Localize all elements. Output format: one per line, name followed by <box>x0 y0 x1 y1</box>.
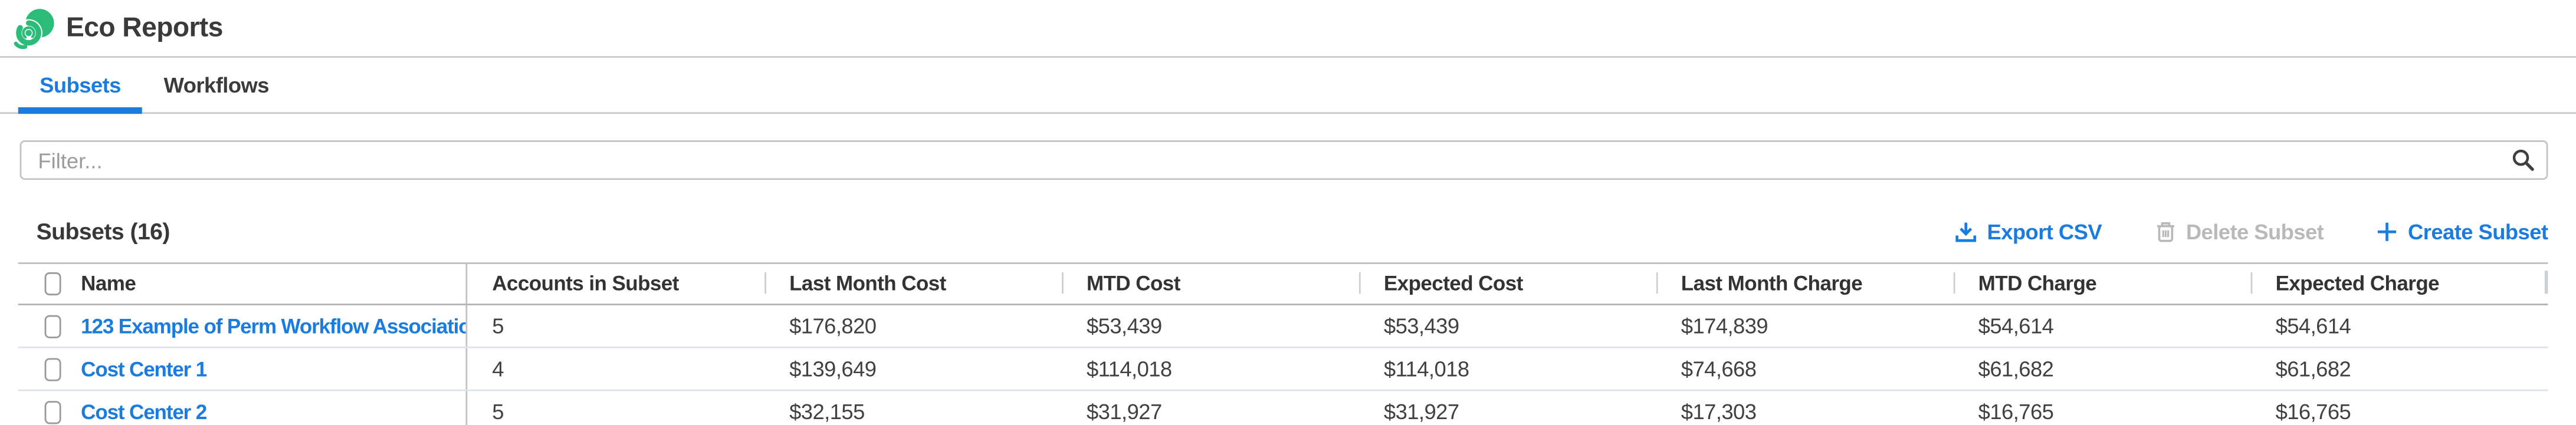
table-row: Cost Center 1 4 $139,649 $114,018 $114,0… <box>18 348 2548 391</box>
expected-charge-cell: $54,614 <box>2275 313 2351 338</box>
tab-bar: Subsets Workflows <box>0 58 2576 114</box>
expected-cost-cell: $114,018 <box>1383 356 1469 381</box>
column-header-accounts[interactable]: Accounts in Subset <box>492 272 679 296</box>
table-header-row: Name Accounts in Subset Last Month Cost … <box>18 263 2548 305</box>
column-header-last-month-charge[interactable]: Last Month Charge <box>1656 264 1954 304</box>
table-row: Cost Center 2 5 $32,155 $31,927 $31,927 … <box>18 391 2548 425</box>
accounts-cell: 5 <box>492 313 504 338</box>
mtd-cost-cell: $31,927 <box>1087 399 1162 424</box>
select-all-checkbox[interactable] <box>44 272 61 296</box>
subset-name-link[interactable]: Cost Center 2 <box>81 400 207 424</box>
name-cell: Cost Center 2 <box>18 391 468 425</box>
create-subset-button[interactable]: Create Subset <box>2377 219 2548 243</box>
expected-charge-cell: $16,765 <box>2275 399 2351 424</box>
subset-name-link[interactable]: 123 Example of Perm Workflow Association <box>81 314 468 338</box>
mtd-cost-cell: $53,439 <box>1087 313 1162 338</box>
expected-cost-cell: $53,439 <box>1383 313 1459 338</box>
brand-logo-icon <box>14 8 54 48</box>
last-month-charge-cell: $17,303 <box>1681 399 1757 424</box>
mtd-charge-cell: $61,682 <box>1978 356 2054 381</box>
subset-name-link[interactable]: Cost Center 1 <box>81 357 207 381</box>
search-icon[interactable] <box>2512 149 2535 172</box>
name-cell: 123 Example of Perm Workflow Association <box>18 305 468 347</box>
table-body: 123 Example of Perm Workflow Association… <box>18 305 2548 425</box>
app-header: Eco Reports <box>0 0 2576 58</box>
row-checkbox[interactable] <box>44 400 61 424</box>
accounts-cell: 4 <box>492 356 504 381</box>
mtd-cost-cell: $114,018 <box>1087 356 1172 381</box>
expected-cost-cell: $31,927 <box>1383 399 1459 424</box>
tab-workflows[interactable]: Workflows <box>163 73 270 98</box>
expected-charge-cell: $61,682 <box>2275 356 2351 381</box>
trash-icon <box>2157 221 2174 242</box>
mtd-charge-cell: $16,765 <box>1978 399 2054 424</box>
plus-icon <box>2378 222 2397 240</box>
filter-container <box>19 140 2548 180</box>
row-checkbox[interactable] <box>44 314 61 338</box>
column-header-name: Name <box>18 263 468 304</box>
table-row: 123 Example of Perm Workflow Association… <box>18 305 2548 348</box>
subsets-toolbar: Subsets (16) Export CSV <box>37 215 2548 248</box>
subsets-table: Name Accounts in Subset Last Month Cost … <box>18 262 2548 425</box>
download-icon <box>1956 222 1977 242</box>
page-title: Eco Reports <box>65 12 224 42</box>
name-cell: Cost Center 1 <box>18 348 468 390</box>
mtd-charge-cell: $54,614 <box>1978 313 2054 338</box>
accounts-cell: 5 <box>492 399 504 424</box>
last-month-cost-cell: $139,649 <box>789 356 877 381</box>
subsets-count-heading: Subsets (16) <box>36 218 170 245</box>
column-header-expected-charge[interactable]: Expected Charge <box>2250 264 2548 304</box>
column-header-mtd-cost[interactable]: MTD Cost <box>1062 264 1359 304</box>
last-month-charge-cell: $174,839 <box>1681 313 1768 338</box>
tab-subsets[interactable]: Subsets <box>18 58 143 114</box>
column-header-last-month-cost[interactable]: Last Month Cost <box>764 264 1062 304</box>
toolbar-actions: Export CSV Delete Subset Create <box>1955 219 2548 243</box>
column-header-mtd-charge[interactable]: MTD Charge <box>1953 264 2251 304</box>
delete-subset-button[interactable]: Delete Subset <box>2155 219 2324 243</box>
last-month-charge-cell: $74,668 <box>1681 356 1757 381</box>
row-checkbox[interactable] <box>44 357 61 381</box>
filter-input[interactable] <box>19 140 2548 180</box>
export-csv-button[interactable]: Export CSV <box>1955 219 2102 243</box>
last-month-cost-cell: $32,155 <box>789 399 865 424</box>
column-header-expected-cost[interactable]: Expected Cost <box>1358 264 1656 304</box>
last-month-cost-cell: $176,820 <box>789 313 877 338</box>
